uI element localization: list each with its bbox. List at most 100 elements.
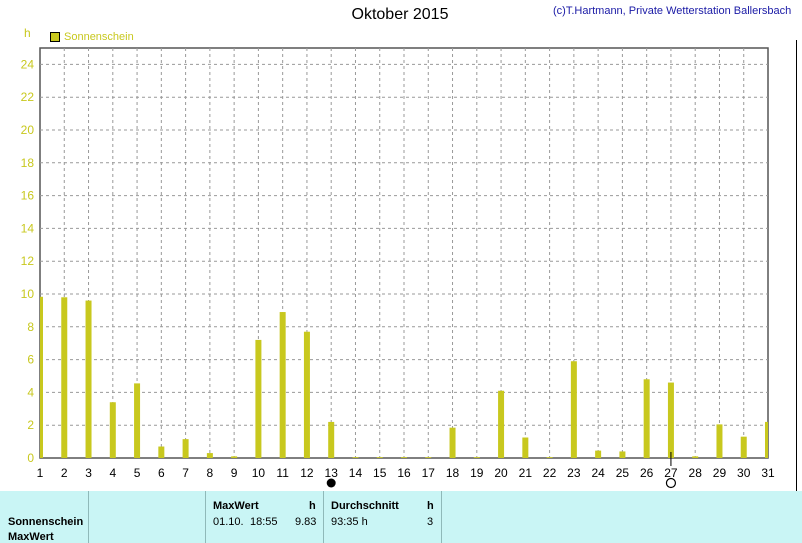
legend: Sonnenschein (50, 31, 134, 43)
y-tick-label: 14 (21, 221, 35, 235)
bar (498, 390, 505, 458)
bar (546, 457, 553, 458)
bar (449, 427, 456, 458)
x-tick-label: 23 (567, 466, 581, 480)
avg-unit: h (427, 500, 434, 512)
max-date: 01.10. (213, 516, 244, 528)
y-axis-unit: h (24, 26, 31, 40)
bar (643, 379, 650, 458)
y-tick-label: 20 (21, 123, 35, 137)
scrollbar-edge (796, 40, 802, 495)
bar (595, 450, 602, 458)
y-tick-label: 0 (27, 451, 34, 465)
bar (109, 402, 116, 458)
x-tick-label: 19 (470, 466, 484, 480)
x-tick-label: 31 (761, 466, 775, 480)
bar (61, 297, 68, 458)
bar (255, 339, 262, 458)
max-time: 18:55 (250, 516, 278, 528)
y-tick-label: 18 (21, 156, 35, 170)
bar (425, 457, 432, 458)
x-tick-label: 14 (349, 466, 363, 480)
bar (328, 421, 335, 458)
bar (619, 451, 626, 458)
x-tick-label: 25 (616, 466, 630, 480)
x-tick-label: 6 (158, 466, 165, 480)
bar (740, 436, 747, 458)
x-tick-label: 15 (373, 466, 387, 480)
legend-label: Sonnenschein (64, 31, 134, 43)
bar (279, 312, 286, 458)
bar (570, 361, 577, 458)
bar (522, 437, 529, 458)
bar (158, 446, 165, 458)
legend-swatch (50, 32, 60, 42)
x-tick-label: 27 (664, 466, 678, 480)
footer-divider (441, 491, 442, 543)
x-tick-label: 29 (713, 466, 727, 480)
x-tick-label: 20 (494, 466, 508, 480)
bar (376, 457, 383, 458)
x-tick-label: 28 (689, 466, 703, 480)
footer-divider (88, 491, 89, 543)
y-tick-label: 22 (21, 90, 35, 104)
bar (85, 300, 92, 458)
avg-value: 93:35 h (331, 516, 368, 528)
bar (206, 453, 213, 458)
bar (352, 457, 359, 458)
y-tick-label: 12 (21, 254, 35, 268)
x-tick-label: 4 (109, 466, 116, 480)
x-tick-label: 16 (397, 466, 411, 480)
new-moon-icon (326, 478, 336, 488)
bar (692, 456, 699, 458)
y-tick-label: 6 (27, 353, 34, 367)
x-tick-label: 13 (325, 466, 339, 480)
bar (182, 439, 189, 458)
footer-row-label-2: MaxWert (8, 531, 54, 543)
x-tick-label: 5 (134, 466, 141, 480)
max-value: 9.83 (295, 516, 317, 528)
x-tick-label: 21 (519, 466, 533, 480)
bar (667, 382, 674, 458)
x-tick-label: 9 (231, 466, 238, 480)
y-tick-label: 2 (27, 418, 34, 432)
x-tick-label: 3 (85, 466, 92, 480)
footer-divider (205, 491, 206, 543)
x-tick-label: 18 (446, 466, 460, 480)
x-tick-label: 17 (422, 466, 436, 480)
chart-title: Oktober 2015 (351, 6, 449, 23)
footer-divider (323, 491, 324, 543)
y-tick-label: 8 (27, 320, 34, 334)
credit-text: (c)T.Hartmann, Private Wetterstation Bal… (553, 5, 792, 17)
y-tick-label: 4 (27, 385, 34, 399)
y-tick-label: 16 (21, 189, 35, 203)
avg-count: 3 (427, 516, 434, 528)
bar (473, 457, 480, 458)
x-tick-label: 1 (37, 466, 44, 480)
bar (231, 456, 238, 458)
full-moon-icon (665, 477, 677, 489)
x-tick-label: 22 (543, 466, 557, 480)
bar (401, 457, 407, 458)
bar (40, 296, 43, 458)
avg-header: Durchschnitt (331, 500, 399, 512)
bar (765, 421, 768, 458)
x-tick-label: 26 (640, 466, 654, 480)
max-unit: h (309, 500, 316, 512)
bar (134, 383, 141, 458)
x-tick-label: 30 (737, 466, 751, 480)
x-tick-label: 10 (252, 466, 266, 480)
x-tick-label: 11 (276, 466, 289, 480)
footer-row-label: Sonnenschein (8, 516, 84, 528)
x-tick-label: 7 (182, 466, 189, 480)
bar (716, 424, 723, 458)
x-tick-label: 8 (207, 466, 214, 480)
y-tick-label: 24 (21, 57, 35, 71)
x-tick-label: 24 (591, 466, 605, 480)
x-tick-label: 2 (61, 466, 68, 480)
max-header: MaxWert (213, 500, 259, 512)
x-tick-label: 12 (300, 466, 314, 480)
summary-footer: Sonnenschein MaxWert MaxWert h 01.10. 18… (0, 491, 802, 543)
y-tick-label: 10 (21, 287, 35, 301)
